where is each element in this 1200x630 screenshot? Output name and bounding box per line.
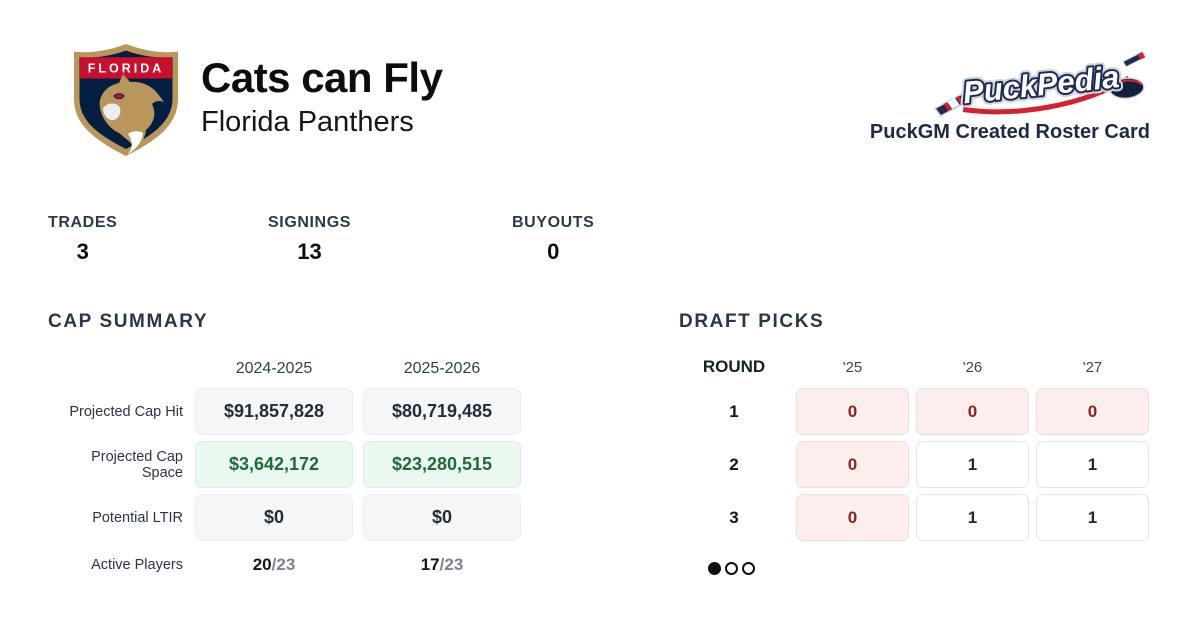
active-players-value: 17/23 bbox=[363, 547, 521, 583]
pick-cell: 1 bbox=[916, 441, 1029, 488]
pick-cell: 1 bbox=[1036, 441, 1149, 488]
pick-cell: 0 bbox=[916, 388, 1029, 435]
active-count: 20 bbox=[252, 555, 272, 574]
team-name: Florida Panthers bbox=[201, 106, 414, 139]
stat-buyouts-value: 0 bbox=[547, 239, 560, 264]
year-column-header: '25 bbox=[842, 358, 863, 376]
year-column-header: '26 bbox=[962, 358, 983, 376]
stat-signings-label: SIGNINGS bbox=[268, 214, 352, 231]
florida-panthers-logo-icon: FLORIDA bbox=[70, 42, 182, 158]
stat-signings-value: 13 bbox=[297, 239, 322, 264]
cap-summary-heading: CAP SUMMARY bbox=[48, 311, 209, 332]
cap-hit-value: $91,857,828 bbox=[195, 388, 353, 435]
round-number: 2 bbox=[729, 454, 739, 474]
cap-hit-value: $80,719,485 bbox=[363, 388, 521, 435]
pagination-dot-3[interactable] bbox=[742, 562, 755, 575]
shield-banner-text: FLORIDA bbox=[88, 62, 165, 76]
stat-signings: SIGNINGS 13 bbox=[268, 214, 351, 265]
cap-row-label: Projected Cap Hit bbox=[69, 403, 183, 420]
cap-column-header: 2024-2025 bbox=[235, 360, 313, 377]
cap-space-value: $3,642,172 bbox=[195, 441, 353, 488]
pick-cell: 1 bbox=[1036, 494, 1149, 541]
stat-trades-label: TRADES bbox=[48, 214, 118, 231]
ltir-value: $0 bbox=[363, 494, 521, 541]
puckpedia-logo-icon: PuckPedia PuckPedia PuckPedia bbox=[933, 50, 1153, 118]
cap-space-value: $23,280,515 bbox=[363, 441, 521, 488]
year-column-header: '27 bbox=[1082, 358, 1103, 376]
page-title: Cats can Fly bbox=[201, 54, 443, 101]
puckpedia-wordmark: PuckPedia bbox=[961, 59, 1121, 110]
round-number: 3 bbox=[729, 507, 739, 527]
pagination-dot-2[interactable] bbox=[725, 562, 738, 575]
round-number: 1 bbox=[729, 401, 739, 421]
spacer bbox=[48, 356, 185, 382]
title-block: Cats can Fly Florida Panthers bbox=[201, 54, 443, 139]
active-limit: /23 bbox=[271, 555, 296, 574]
stat-trades: TRADES 3 bbox=[48, 214, 117, 265]
pick-cell: 1 bbox=[916, 494, 1029, 541]
pick-cell: 0 bbox=[796, 441, 909, 488]
ltir-value: $0 bbox=[195, 494, 353, 541]
cap-row-label: Potential LTIR bbox=[92, 509, 183, 526]
active-count: 17 bbox=[420, 555, 440, 574]
active-limit: /23 bbox=[439, 555, 464, 574]
pagination-dot-1[interactable] bbox=[708, 562, 721, 575]
stat-trades-value: 3 bbox=[76, 239, 89, 264]
stat-buyouts: BUYOUTS 0 bbox=[512, 214, 594, 265]
pick-cell: 0 bbox=[796, 494, 909, 541]
cap-summary-table: 2024-2025 2025-2026 Projected Cap Hit $9… bbox=[48, 356, 521, 583]
active-players-value: 20/23 bbox=[195, 547, 353, 583]
draft-picks-table: ROUND '25 '26 '27 1 0 0 0 2 0 1 1 3 0 1 … bbox=[679, 352, 1149, 541]
pagination-dots bbox=[708, 562, 755, 575]
cap-row-label: Projected Cap Space bbox=[91, 448, 183, 481]
brand-tagline: PuckGM Created Roster Card bbox=[869, 121, 1150, 143]
draft-picks-heading: DRAFT PICKS bbox=[679, 311, 825, 332]
cap-column-header: 2025-2026 bbox=[403, 360, 481, 377]
pick-cell: 0 bbox=[1036, 388, 1149, 435]
stat-buyouts-label: BUYOUTS bbox=[512, 214, 595, 231]
pick-cell: 0 bbox=[796, 388, 909, 435]
round-column-header: ROUND bbox=[702, 357, 766, 376]
cap-row-label: Active Players bbox=[91, 557, 183, 573]
